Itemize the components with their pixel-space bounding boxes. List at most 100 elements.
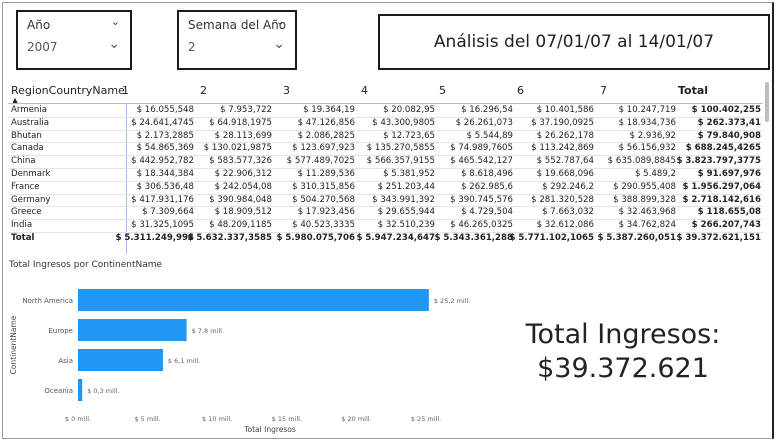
category-label: Europe: [48, 327, 73, 335]
row-total-cell: $ 39.372.621,151: [676, 232, 761, 243]
kpi-label: Total Ingresos:: [525, 319, 721, 350]
row-country-name: France: [11, 181, 40, 192]
table-cell: $ 251.203,44: [377, 181, 435, 192]
x-tick-label: $ 5 mill.: [134, 415, 160, 423]
revenue-matrix: RegionCountryName ▲ 1 2 3 4 5 6 7 Total …: [8, 80, 766, 256]
table-cell: $ 20.082,95: [383, 105, 435, 115]
table-cell: $ 5.544,89: [466, 130, 513, 141]
table-cell: $ 566.357,9155: [366, 156, 435, 167]
table-cell: $ 28.113,699: [214, 130, 272, 141]
row-total-cell: $ 1.956.297,064: [682, 181, 761, 192]
column-header[interactable]: 1: [122, 84, 129, 97]
data-label: $ 25,2 mill.: [434, 297, 470, 305]
row-total-cell: $ 2.718.142,616: [682, 194, 761, 205]
row-total-cell: $ 79.840,908: [697, 130, 761, 141]
column-header-region[interactable]: RegionCountryName: [11, 84, 125, 97]
column-header[interactable]: 3: [283, 84, 290, 97]
x-axis-label: Total Ingresos: [243, 425, 296, 434]
bar: [78, 349, 163, 371]
table-cell: $ 29.655,944: [377, 207, 435, 218]
table-cell: $ 54.865,369: [136, 143, 194, 154]
data-label: $ 0,3 mill.: [87, 387, 119, 395]
table-row: Australia $ 24.641,4745 $ 64.918,1975 $ 47.…: [8, 118, 763, 131]
table-cell: $ 306.536,48: [136, 181, 194, 192]
table-row: France $ 306.536,48 $ 242.054,08 $ 310.315,…: [8, 182, 763, 195]
table-cell: $ 7.309,664: [142, 207, 194, 218]
table-cell: $ 19.668,096: [536, 168, 594, 179]
column-header[interactable]: 2: [200, 84, 207, 97]
row-total-cell: $ 118.655,08: [697, 207, 761, 218]
table-cell: $ 18.344,384: [136, 168, 194, 179]
row-total-cell: $ 688.245,4265: [685, 143, 761, 154]
table-cell: $ 242.054,08: [214, 181, 272, 192]
column-header-total[interactable]: Total: [678, 84, 709, 97]
row-country-name: India: [11, 220, 33, 231]
column-header[interactable]: 5: [439, 84, 446, 97]
year-slicer-value[interactable]: 2007: [27, 40, 58, 54]
table-cell: $ 5.387.260,051: [597, 232, 676, 243]
bar: [78, 379, 83, 401]
table-cell: $ 343.991,392: [372, 194, 435, 205]
x-tick-label: $ 0 mill.: [65, 415, 91, 423]
table-cell: $ 34.762,824: [618, 220, 676, 231]
chart-title: Total Ingresos por ContinentName: [9, 260, 163, 270]
table-cell: $ 5.311.249,994: [115, 232, 194, 243]
table-cell: $ 26.262,178: [536, 130, 594, 141]
sort-ascending-icon[interactable]: ▲: [12, 96, 19, 105]
table-cell: $ 5.771.102,1065: [509, 232, 594, 243]
table-cell: $ 64.918,1975: [209, 117, 272, 128]
table-cell: $ 2.936,92: [629, 130, 676, 141]
row-country-name: Armenia: [11, 105, 48, 115]
table-row: India $ 31.325,1095 $ 48.209,1185 $ 40.523,…: [8, 220, 763, 233]
continent-revenue-chart: North America $ 25,2 mill. Europe $ 7,8 mil…: [9, 289, 470, 434]
bar: [78, 319, 187, 341]
column-header[interactable]: 4: [361, 84, 368, 97]
column-header[interactable]: 6: [517, 84, 524, 97]
matrix-body: Armenia $ 16.055,548 $ 7.953,722 $ 19.364,1…: [8, 105, 763, 245]
chevron-down-icon[interactable]: ⌄: [275, 15, 285, 28]
table-cell: $ 123.697,923: [292, 143, 355, 154]
row-total-cell: $ 100.402,255: [691, 105, 761, 115]
row-total-cell: $ 266.207,743: [691, 220, 761, 231]
table-cell: $ 7.953,722: [220, 105, 272, 115]
table-cell: $ 504.270,568: [292, 194, 355, 205]
week-slicer[interactable]: Semana del Año ⌄ 2 ⌄: [177, 10, 297, 70]
table-scrollbar[interactable]: [765, 82, 769, 122]
table-cell: $ 22.906,312: [214, 168, 272, 179]
table-cell: $ 310.315,856: [292, 181, 355, 192]
week-slicer-value[interactable]: 2: [188, 40, 196, 54]
table-cell: $ 2.173,2885: [136, 130, 194, 141]
table-cell: $ 577.489,7025: [286, 156, 355, 167]
table-cell: $ 130.021,9875: [203, 143, 272, 154]
table-cell: $ 552.787,64: [536, 156, 594, 167]
matrix-header: RegionCountryName ▲ 1 2 3 4 5 6 7 Total: [8, 80, 766, 105]
table-cell: $ 18.909,512: [214, 207, 272, 218]
table-cell: $ 32.510,239: [377, 220, 435, 231]
header-divider: [8, 103, 763, 104]
table-cell: $ 18.934,736: [618, 117, 676, 128]
chevron-down-icon[interactable]: ⌄: [110, 15, 120, 28]
x-tick-label: $ 15 mill.: [272, 415, 302, 423]
table-cell: $ 19.364,19: [303, 105, 355, 115]
chevron-down-icon[interactable]: ⌄: [108, 36, 120, 52]
table-cell: $ 135.270,5855: [366, 143, 435, 154]
x-tick-label: $ 10 mill.: [202, 415, 232, 423]
table-cell: $ 281.320,528: [531, 194, 594, 205]
table-cell: $ 56.156,932: [618, 143, 676, 154]
table-cell: $ 32.612,086: [536, 220, 594, 231]
table-row: Canada $ 54.865,369 $ 130.021,9875 $ 123.69…: [8, 143, 763, 157]
row-country-name: Denmark: [11, 168, 51, 179]
table-cell: $ 7.663,032: [542, 207, 594, 218]
week-slicer-label: Semana del Año: [188, 18, 287, 32]
year-slicer[interactable]: Año ⌄ 2007 ⌄: [16, 10, 132, 70]
table-cell: $ 74.989,7605: [450, 143, 513, 154]
table-cell: $ 43.300,9805: [372, 117, 435, 128]
chevron-down-icon[interactable]: ⌄: [273, 36, 285, 52]
data-label: $ 6,1 mill.: [168, 357, 200, 365]
data-label: $ 7,8 mill.: [192, 327, 224, 335]
column-header[interactable]: 7: [600, 84, 607, 97]
table-cell: $ 5.489,2: [634, 168, 676, 179]
table-cell: $ 10.401,586: [536, 105, 594, 115]
table-row: Bhutan $ 2.173,2885 $ 28.113,699 $ 2.086,28…: [8, 131, 763, 144]
table-cell: $ 24.641,4745: [131, 117, 194, 128]
